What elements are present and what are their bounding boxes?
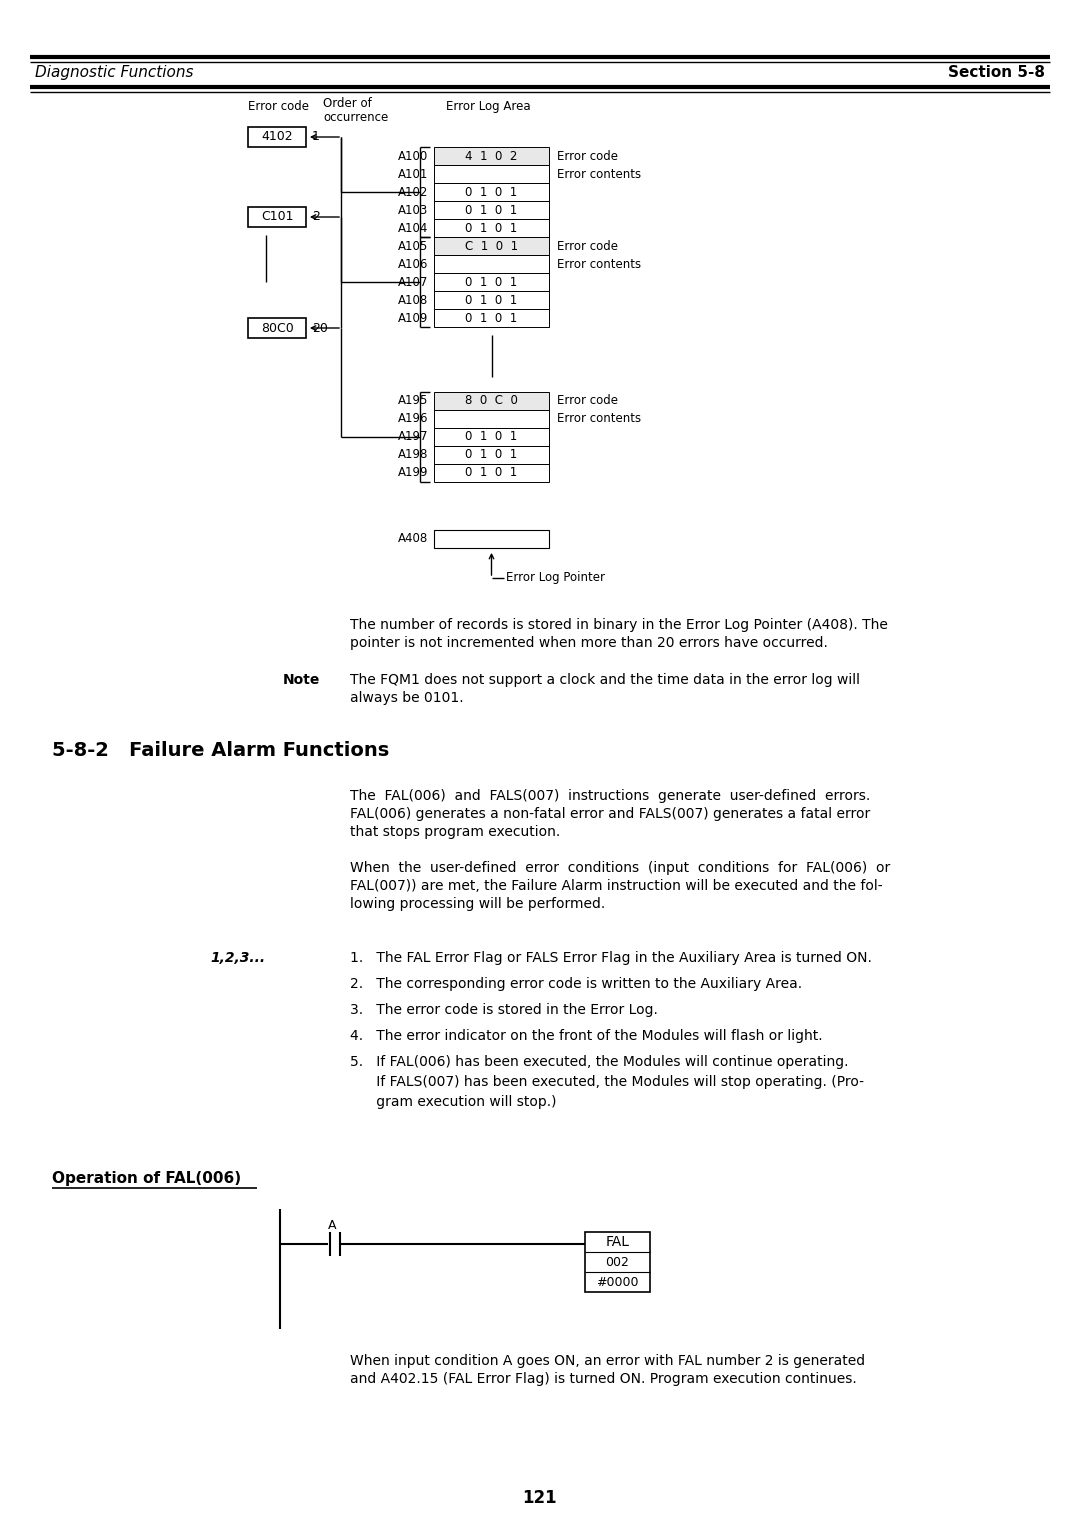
Text: 5-8-2   Failure Alarm Functions: 5-8-2 Failure Alarm Functions <box>52 741 389 760</box>
Text: Operation of FAL(006): Operation of FAL(006) <box>52 1171 241 1186</box>
Text: 0  1  0  1: 0 1 0 1 <box>465 221 517 235</box>
Text: The FQM1 does not support a clock and the time data in the error log will: The FQM1 does not support a clock and th… <box>350 673 860 687</box>
Text: A107: A107 <box>399 275 429 289</box>
Text: gram execution will stop.): gram execution will stop.) <box>350 1095 556 1109</box>
Text: that stops program execution.: that stops program execution. <box>350 825 561 838</box>
Text: 0  1  0  1: 0 1 0 1 <box>465 293 517 307</box>
Bar <box>434 411 549 428</box>
Text: occurrence: occurrence <box>323 111 388 124</box>
Text: and A402.15 (FAL Error Flag) is turned ON. Program execution continues.: and A402.15 (FAL Error Flag) is turned O… <box>350 1371 856 1387</box>
Text: A102: A102 <box>399 185 429 199</box>
Bar <box>434 165 549 183</box>
Text: 0  1  0  1: 0 1 0 1 <box>465 312 517 325</box>
Text: C  1  0  1: C 1 0 1 <box>464 240 518 252</box>
Text: 2.   The corresponding error code is written to the Auxiliary Area.: 2. The corresponding error code is writt… <box>350 977 802 991</box>
Text: 0  1  0  1: 0 1 0 1 <box>465 449 517 461</box>
Text: 0  1  0  1: 0 1 0 1 <box>465 275 517 289</box>
Bar <box>434 237 549 255</box>
Bar <box>248 127 306 147</box>
Text: A109: A109 <box>399 312 429 325</box>
Text: 8  0  C  0: 8 0 C 0 <box>465 394 518 408</box>
Bar <box>248 318 306 337</box>
Text: 5.   If FAL(006) has been executed, the Modules will continue operating.: 5. If FAL(006) has been executed, the Mo… <box>350 1055 849 1069</box>
Text: A104: A104 <box>399 221 429 235</box>
Text: 4102: 4102 <box>261 130 293 144</box>
Text: The number of records is stored in binary in the Error Log Pointer (A408). The: The number of records is stored in binar… <box>350 618 888 632</box>
Bar <box>434 183 549 202</box>
Text: 121: 121 <box>523 1489 557 1507</box>
Text: 1,2,3...: 1,2,3... <box>210 951 265 965</box>
Text: Error code: Error code <box>557 394 618 408</box>
Text: A199: A199 <box>399 467 429 479</box>
Text: Order of: Order of <box>323 98 372 110</box>
Text: A198: A198 <box>399 449 429 461</box>
Bar <box>434 202 549 218</box>
Text: 0  1  0  1: 0 1 0 1 <box>465 467 517 479</box>
Text: A196: A196 <box>399 412 429 426</box>
Text: Diagnostic Functions: Diagnostic Functions <box>35 66 193 79</box>
Text: always be 0101.: always be 0101. <box>350 692 463 705</box>
Text: lowing processing will be performed.: lowing processing will be performed. <box>350 896 605 912</box>
Text: Error code: Error code <box>557 150 618 162</box>
Text: Error Log Pointer: Error Log Pointer <box>505 571 605 585</box>
Text: Error contents: Error contents <box>557 412 642 426</box>
Text: Error code: Error code <box>248 99 309 113</box>
Bar <box>434 147 549 165</box>
Text: Error contents: Error contents <box>557 258 642 270</box>
Text: A408: A408 <box>399 533 429 545</box>
Text: When  the  user-defined  error  conditions  (input  conditions  for  FAL(006)  o: When the user-defined error conditions (… <box>350 861 890 875</box>
Text: A105: A105 <box>399 240 429 252</box>
Text: Error Log Area: Error Log Area <box>446 99 530 113</box>
Bar <box>434 446 549 464</box>
Bar <box>434 273 549 292</box>
Bar <box>434 292 549 308</box>
Bar <box>248 208 306 228</box>
Text: Note: Note <box>283 673 321 687</box>
Text: 4.   The error indicator on the front of the Modules will flash or light.: 4. The error indicator on the front of t… <box>350 1029 823 1043</box>
Bar <box>434 464 549 483</box>
Text: 0  1  0  1: 0 1 0 1 <box>465 203 517 217</box>
Text: When input condition A goes ON, an error with FAL number 2 is generated: When input condition A goes ON, an error… <box>350 1354 865 1368</box>
Text: C101: C101 <box>260 211 294 223</box>
Text: Section 5-8: Section 5-8 <box>948 66 1045 79</box>
Text: 20: 20 <box>312 322 328 334</box>
Text: A197: A197 <box>399 431 429 443</box>
Text: #0000: #0000 <box>596 1275 638 1289</box>
Bar <box>434 218 549 237</box>
Text: The  FAL(006)  and  FALS(007)  instructions  generate  user-defined  errors.: The FAL(006) and FALS(007) instructions … <box>350 789 870 803</box>
Text: If FALS(007) has been executed, the Modules will stop operating. (Pro-: If FALS(007) has been executed, the Modu… <box>350 1075 864 1089</box>
Bar <box>434 530 549 548</box>
Text: A103: A103 <box>399 203 429 217</box>
Text: A100: A100 <box>399 150 429 162</box>
Text: 80C0: 80C0 <box>260 322 294 334</box>
Text: 1: 1 <box>312 130 320 144</box>
Bar <box>434 255 549 273</box>
Text: 0  1  0  1: 0 1 0 1 <box>465 185 517 199</box>
Text: 3.   The error code is stored in the Error Log.: 3. The error code is stored in the Error… <box>350 1003 658 1017</box>
Text: Error contents: Error contents <box>557 168 642 180</box>
Text: 002: 002 <box>606 1255 630 1269</box>
Text: A108: A108 <box>399 293 429 307</box>
Text: 4  1  0  2: 4 1 0 2 <box>465 150 517 162</box>
Bar <box>434 308 549 327</box>
Text: A106: A106 <box>399 258 429 270</box>
Bar <box>434 392 549 411</box>
Text: Error code: Error code <box>557 240 618 252</box>
Text: 0  1  0  1: 0 1 0 1 <box>465 431 517 443</box>
Text: 1.   The FAL Error Flag or FALS Error Flag in the Auxiliary Area is turned ON.: 1. The FAL Error Flag or FALS Error Flag… <box>350 951 872 965</box>
Text: FAL: FAL <box>606 1235 630 1249</box>
Text: pointer is not incremented when more than 20 errors have occurred.: pointer is not incremented when more tha… <box>350 637 828 651</box>
Text: 2: 2 <box>312 211 320 223</box>
Bar <box>434 428 549 446</box>
Text: FAL(007)) are met, the Failure Alarm instruction will be executed and the fol-: FAL(007)) are met, the Failure Alarm ins… <box>350 880 882 893</box>
Bar <box>585 1232 650 1292</box>
Text: A: A <box>328 1219 337 1232</box>
Text: FAL(006) generates a non-fatal error and FALS(007) generates a fatal error: FAL(006) generates a non-fatal error and… <box>350 806 870 822</box>
Text: A195: A195 <box>399 394 429 408</box>
Text: A101: A101 <box>399 168 429 180</box>
